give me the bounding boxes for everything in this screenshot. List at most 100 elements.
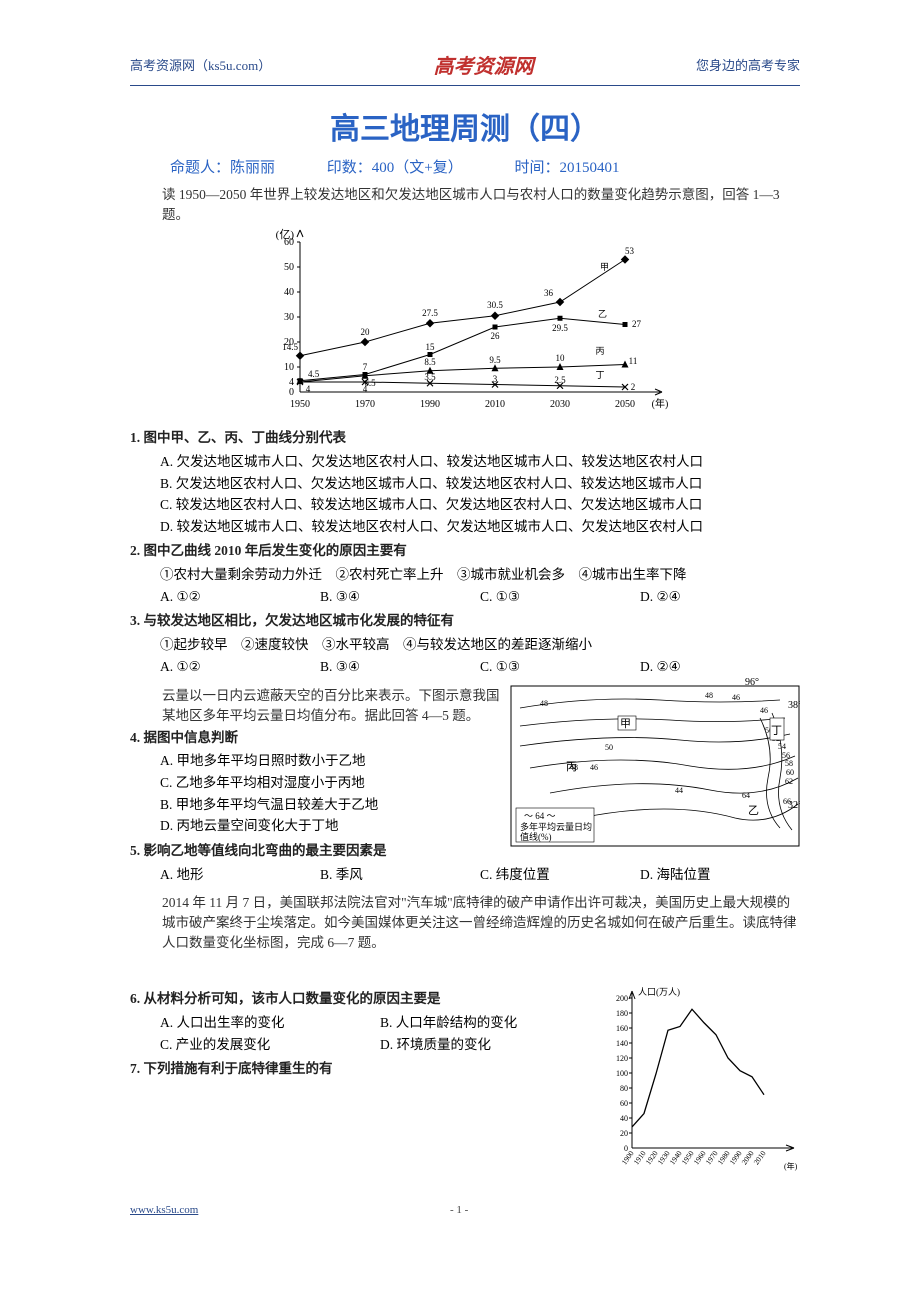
- svg-text:8.5: 8.5: [424, 357, 436, 367]
- q2-opt-d: D. ②④: [640, 586, 800, 608]
- q2-choices: ①农村大量剩余劳动力外迁 ②农村死亡率上升 ③城市就业机会多 ④城市出生率下降: [160, 564, 800, 586]
- q4-opt-b: B. 甲地多年平均气温日较差大于乙地: [160, 794, 500, 816]
- meta-print: 印数：400（文+复）: [327, 160, 463, 176]
- svg-text:1950: 1950: [290, 399, 310, 410]
- svg-text:1970: 1970: [355, 399, 375, 410]
- svg-text:2010: 2010: [485, 399, 505, 410]
- q5-opt-c: C. 纬度位置: [480, 864, 640, 886]
- page-header: 高考资源网（ks5u.com） 高考资源网 您身边的高考专家: [130, 50, 800, 86]
- svg-text:40: 40: [284, 287, 294, 298]
- footer-url[interactable]: www.ks5u.com: [130, 1204, 198, 1216]
- svg-text:0: 0: [289, 387, 294, 398]
- svg-text:4.5: 4.5: [308, 369, 320, 379]
- svg-text:人口(万人): 人口(万人): [638, 987, 680, 997]
- header-left: 高考资源网（ks5u.com）: [130, 55, 271, 74]
- q3-choices: ①起步较早 ②速度较快 ③水平较高 ④与较发达地区的差距逐渐缩小: [160, 634, 800, 656]
- svg-text:20: 20: [361, 327, 371, 337]
- svg-text:～ 64 ～: ～ 64 ～: [524, 811, 556, 821]
- svg-text:30: 30: [284, 312, 294, 323]
- chart-3: 人口(万人) 0 20 40 60 80 100 120 140 160 180…: [600, 985, 800, 1180]
- svg-text:9.5: 9.5: [489, 355, 501, 365]
- chart-1: (亿) 04 10 20 30 40 50 60 1950 1970 19: [130, 227, 800, 422]
- svg-text:100: 100: [616, 1069, 628, 1078]
- svg-text:54: 54: [778, 742, 786, 751]
- q3-opt-d: D. ②④: [640, 656, 800, 678]
- q2-opt-a: A. ①②: [160, 586, 320, 608]
- svg-text:(年): (年): [652, 397, 669, 410]
- meta-time: 时间：20150401: [514, 160, 619, 176]
- svg-text:62: 62: [785, 777, 793, 786]
- svg-text:20: 20: [620, 1129, 628, 1138]
- header-right: 您身边的高考专家: [696, 55, 800, 74]
- svg-text:26: 26: [491, 331, 501, 341]
- svg-text:200: 200: [616, 994, 628, 1003]
- meta-author: 命题人：陈丽丽: [170, 160, 275, 176]
- q4-opt-d: D. 丙地云量空间变化大于丁地: [160, 815, 500, 837]
- q2-stem: 2. 图中乙曲线 2010 年后发生变化的原因主要有: [130, 541, 800, 562]
- q3-opts: A. ①② B. ③④ C. ①③ D. ②④: [160, 656, 800, 678]
- svg-text:140: 140: [616, 1039, 628, 1048]
- q6-stem: 6. 从材料分析可知，该市人口数量变化的原因主要是: [130, 989, 600, 1010]
- svg-text:48: 48: [705, 691, 713, 700]
- svg-text:乙: 乙: [748, 804, 759, 817]
- q1-opt-d: D. 较发达地区城市人口、较发达地区农村人口、欠发达地区城市人口、欠发达地区农村…: [160, 516, 800, 538]
- svg-text:58: 58: [785, 759, 793, 768]
- q2-opt-c: C. ①③: [480, 586, 640, 608]
- page-footer: www.ks5u.com - 1 -: [130, 1200, 800, 1216]
- intro-1: 读 1950—2050 年世界上较发达地区和欠发达地区城市人口与农村人口的数量变…: [162, 183, 800, 223]
- svg-text:30.5: 30.5: [487, 300, 503, 310]
- svg-text:60: 60: [284, 237, 294, 248]
- svg-text:2030: 2030: [550, 399, 570, 410]
- q3-stem: 3. 与较发达地区相比，欠发达地区城市化发展的特征有: [130, 611, 800, 632]
- q6-opt-d: D. 环境质量的变化: [380, 1034, 600, 1056]
- q5-opt-a: A. 地形: [160, 864, 320, 886]
- q3-opt-a: A. ①②: [160, 656, 320, 678]
- intro-3: 2014 年 11 月 7 日，美国联邦法院法官对"汽车城"底特律的破产申请作出…: [162, 891, 800, 951]
- svg-text:2010: 2010: [752, 1149, 768, 1167]
- q6-opts-1: A. 人口出生率的变化 B. 人口年龄结构的变化: [160, 1012, 600, 1034]
- q5-opt-b: B. 季风: [320, 864, 480, 886]
- brand-logo: 高考资源网: [434, 50, 534, 79]
- svg-text:3.5: 3.5: [424, 372, 436, 382]
- svg-text:4: 4: [289, 377, 294, 388]
- svg-text:29.5: 29.5: [552, 323, 568, 333]
- svg-text:66: 66: [783, 797, 791, 806]
- svg-text:15: 15: [426, 342, 436, 352]
- q3-opt-c: C. ①③: [480, 656, 640, 678]
- svg-text:丁: 丁: [595, 370, 604, 380]
- q1-stem: 1. 图中甲、乙、丙、丁曲线分别代表: [130, 428, 800, 449]
- svg-text:27: 27: [632, 319, 642, 329]
- svg-text:甲: 甲: [600, 262, 609, 272]
- svg-text:50: 50: [605, 743, 613, 752]
- svg-text:46: 46: [760, 706, 768, 715]
- svg-text:120: 120: [616, 1054, 628, 1063]
- svg-text:64: 64: [742, 791, 750, 800]
- q1-opt-a: A. 欠发达地区城市人口、欠发达地区农村人口、较发达地区城市人口、较发达地区农村…: [160, 451, 800, 473]
- svg-text:44: 44: [675, 786, 683, 795]
- meta-line: 命题人：陈丽丽 印数：400（文+复） 时间：20150401: [170, 156, 800, 177]
- q4-stem: 4. 据图中信息判断: [130, 728, 500, 749]
- svg-text:2: 2: [631, 382, 636, 392]
- q4-opt-c: C. 乙地多年平均相对湿度小于丙地: [160, 772, 500, 794]
- svg-text:50: 50: [284, 262, 294, 273]
- q6-opt-b: B. 人口年龄结构的变化: [380, 1012, 600, 1034]
- svg-text:46: 46: [732, 693, 740, 702]
- q1-opt-c: C. 较发达地区农村人口、较发达地区城市人口、欠发达地区农村人口、欠发达地区城市…: [160, 494, 800, 516]
- svg-text:14.5: 14.5: [282, 342, 298, 352]
- svg-text:值线(%): 值线(%): [520, 831, 552, 842]
- svg-text:46: 46: [590, 763, 598, 772]
- svg-text:27.5: 27.5: [422, 308, 438, 318]
- svg-text:丙: 丙: [566, 761, 577, 773]
- svg-text:多年平均云量日均: 多年平均云量日均: [520, 821, 592, 832]
- q7-stem: 7. 下列措施有利于底特律重生的有: [130, 1059, 600, 1080]
- q4-opt-a: A. 甲地多年平均日照时数小于乙地: [160, 750, 500, 772]
- q6-opt-a: A. 人口出生率的变化: [160, 1012, 380, 1034]
- svg-text:180: 180: [616, 1009, 628, 1018]
- q3-opt-b: B. ③④: [320, 656, 480, 678]
- q5-opts: A. 地形 B. 季风 C. 纬度位置 D. 海陆位置: [160, 864, 800, 886]
- svg-text:60: 60: [786, 768, 794, 777]
- page-number: - 1 -: [450, 1204, 468, 1216]
- page-title: 高三地理周测（四）: [130, 104, 800, 148]
- contour-map: 96° 38° 32° 484846 5: [510, 678, 800, 864]
- svg-text:3: 3: [493, 374, 498, 384]
